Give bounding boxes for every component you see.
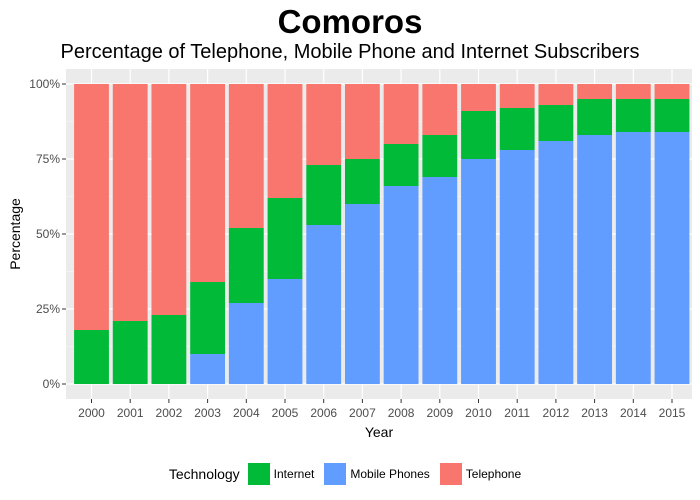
legend-label-internet: Internet (273, 467, 315, 481)
y-tick-label: 25% (36, 302, 60, 316)
bar-telephone-2000 (74, 84, 109, 330)
x-tick-label: 2013 (581, 406, 608, 420)
bar-mobile-phones-2010 (461, 159, 496, 384)
bar-internet-2010 (461, 111, 496, 159)
bar-mobile-phones-2003 (190, 354, 226, 384)
x-tick-label: 2012 (543, 406, 570, 420)
legend-swatch-internet (247, 463, 270, 485)
bar-internet-2014 (615, 99, 651, 132)
chart-area: 2000 2001 2002 2003 2004 2005 2006 2007 2008 2009… (7, 69, 692, 440)
legend-label-telephone: Telephone (465, 467, 522, 481)
bar-telephone-2009 (422, 84, 458, 135)
legend-swatch-telephone (439, 463, 462, 485)
legend-swatch-mobile-phones (324, 463, 347, 485)
x-tick-label: 2014 (620, 406, 647, 420)
bar-telephone-2015 (654, 84, 690, 99)
y-axis-title: Percentage (7, 198, 23, 270)
x-axis-title: Year (365, 424, 394, 440)
bar-mobile-phones-2009 (422, 177, 458, 384)
y-tick-labels: 0% 25% 50% 75% 100% (29, 77, 66, 391)
bar-telephone-2007 (344, 84, 380, 159)
x-tick-label: 2015 (659, 406, 686, 420)
bar-internet-2005 (267, 198, 303, 279)
legend-item-telephone: Telephone (439, 463, 522, 485)
x-tick-label: 2006 (310, 406, 337, 420)
bar-internet-2009 (422, 135, 458, 177)
x-tick-label: 2001 (117, 406, 144, 420)
x-tick-label: 2004 (233, 406, 260, 420)
bar-internet-2000 (74, 330, 109, 384)
bar-mobile-phones-2013 (577, 135, 613, 384)
x-tick-label: 2003 (194, 406, 221, 420)
bar-telephone-2011 (499, 84, 535, 108)
bar-telephone-2001 (112, 84, 148, 321)
bar-telephone-2012 (538, 84, 574, 105)
legend-label-mobile-phones: Mobile Phones (350, 467, 430, 481)
x-tick-label: 2010 (465, 406, 492, 420)
bar-internet-2008 (383, 144, 419, 186)
legend-item-mobile-phones: Mobile Phones (324, 463, 430, 485)
legend-item-internet: Internet (247, 463, 315, 485)
chart-title: Comoros (277, 3, 423, 40)
bar-mobile-phones-2005 (267, 279, 303, 384)
bar-internet-2001 (112, 321, 148, 384)
bar-telephone-2003 (190, 84, 226, 282)
bar-internet-2006 (306, 165, 342, 225)
bar-mobile-phones-2006 (306, 225, 342, 384)
bar-internet-2011 (499, 108, 535, 150)
y-tick-label: 100% (29, 77, 60, 91)
x-tick-labels: 2000 2001 2002 2003 2004 2005 2006 2007 2008 2009… (78, 399, 686, 420)
x-tick-label: 2002 (156, 406, 183, 420)
bar-internet-2003 (190, 282, 226, 354)
x-tick-label: 2000 (78, 406, 105, 420)
legend-title: Technology (168, 466, 240, 482)
bar-internet-2007 (344, 159, 380, 204)
legend: Technology Internet Mobile Phones Teleph… (0, 460, 700, 488)
x-tick-label: 2009 (426, 406, 453, 420)
bar-telephone-2008 (383, 84, 419, 144)
y-tick-label: 50% (36, 227, 60, 241)
x-tick-label: 2007 (349, 406, 376, 420)
x-tick-label: 2005 (272, 406, 299, 420)
bar-telephone-2006 (306, 84, 342, 165)
bar-telephone-2002 (151, 84, 187, 315)
bar-mobile-phones-2012 (538, 141, 574, 384)
bar-internet-2015 (654, 99, 690, 132)
bar-mobile-phones-2004 (228, 303, 264, 384)
bar-internet-2002 (151, 315, 187, 384)
bar-internet-2013 (577, 99, 613, 135)
y-tick-label: 75% (36, 152, 60, 166)
bar-mobile-phones-2011 (499, 150, 535, 384)
bar-mobile-phones-2015 (654, 132, 690, 384)
bar-mobile-phones-2008 (383, 186, 419, 384)
bar-internet-2012 (538, 105, 574, 141)
y-tick-label: 0% (43, 377, 61, 391)
x-tick-label: 2008 (388, 406, 415, 420)
bar-telephone-2004 (228, 84, 264, 228)
x-tick-label: 2011 (504, 406, 530, 420)
bars (74, 84, 690, 384)
chart-subtitle: Percentage of Telephone, Mobile Phone an… (60, 41, 640, 63)
bar-telephone-2010 (461, 84, 496, 111)
bar-mobile-phones-2007 (344, 204, 380, 384)
bar-telephone-2013 (577, 84, 613, 99)
bar-mobile-phones-2014 (615, 132, 651, 384)
bar-internet-2004 (228, 228, 264, 303)
bar-telephone-2005 (267, 84, 303, 198)
bar-telephone-2014 (615, 84, 651, 99)
